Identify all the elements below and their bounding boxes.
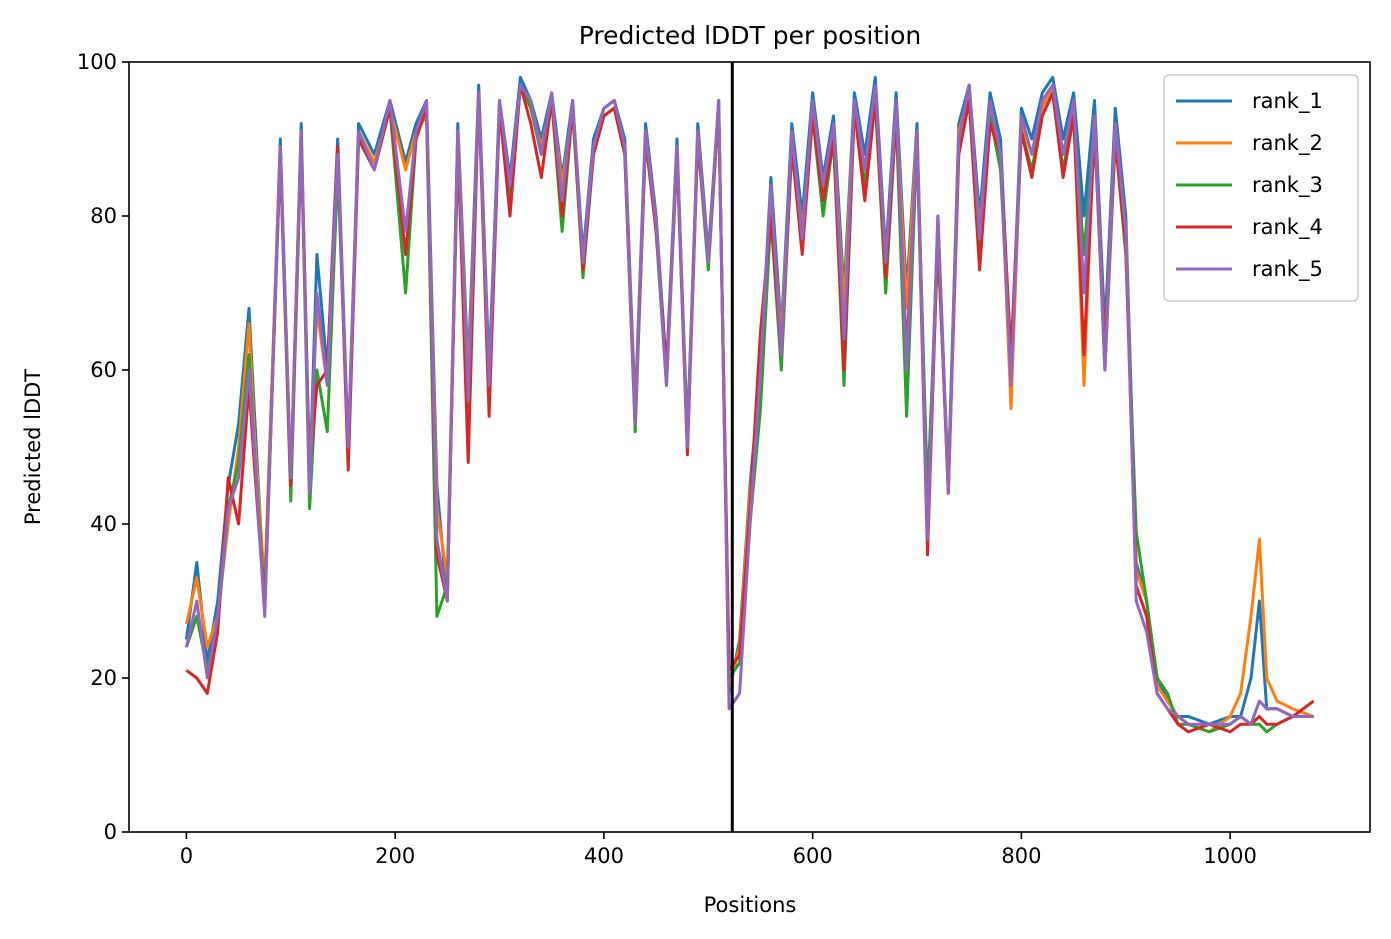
y-tick-label: 60 bbox=[90, 358, 117, 382]
y-tick-label: 80 bbox=[90, 204, 117, 228]
legend-label-rank_4: rank_4 bbox=[1252, 215, 1323, 240]
x-tick-label: 400 bbox=[584, 844, 624, 868]
legend-label-rank_2: rank_2 bbox=[1252, 131, 1323, 156]
legend-label-rank_3: rank_3 bbox=[1252, 173, 1323, 198]
x-tick-label: 1000 bbox=[1203, 844, 1256, 868]
legend: rank_1 rank_2 rank_3 rank_4 rank_5 bbox=[1163, 74, 1359, 302]
x-axis-ticks: 0 200 400 600 800 1000 bbox=[180, 832, 1257, 868]
y-tick-label: 100 bbox=[77, 50, 117, 74]
series-layer bbox=[184, 75, 1315, 734]
x-tick-label: 200 bbox=[375, 844, 415, 868]
y-axis-ticks: 0 20 40 60 80 100 bbox=[77, 50, 129, 844]
series-line-rank_5 bbox=[184, 83, 1314, 726]
x-axis-label: Positions bbox=[704, 893, 797, 917]
x-tick-label: 0 bbox=[180, 844, 193, 868]
y-tick-label: 20 bbox=[90, 666, 117, 690]
y-axis-label: Predicted lDDT bbox=[21, 369, 45, 525]
chart-title: Predicted lDDT per position bbox=[579, 21, 921, 50]
y-tick-label: 0 bbox=[104, 820, 117, 844]
y-tick-label: 40 bbox=[90, 512, 117, 536]
plot-frame bbox=[128, 61, 1371, 833]
legend-label-rank_1: rank_1 bbox=[1252, 89, 1323, 114]
legend-box bbox=[1163, 74, 1359, 302]
x-tick-label: 600 bbox=[793, 844, 833, 868]
legend-label-rank_5: rank_5 bbox=[1252, 257, 1323, 282]
x-tick-label: 800 bbox=[1001, 844, 1041, 868]
